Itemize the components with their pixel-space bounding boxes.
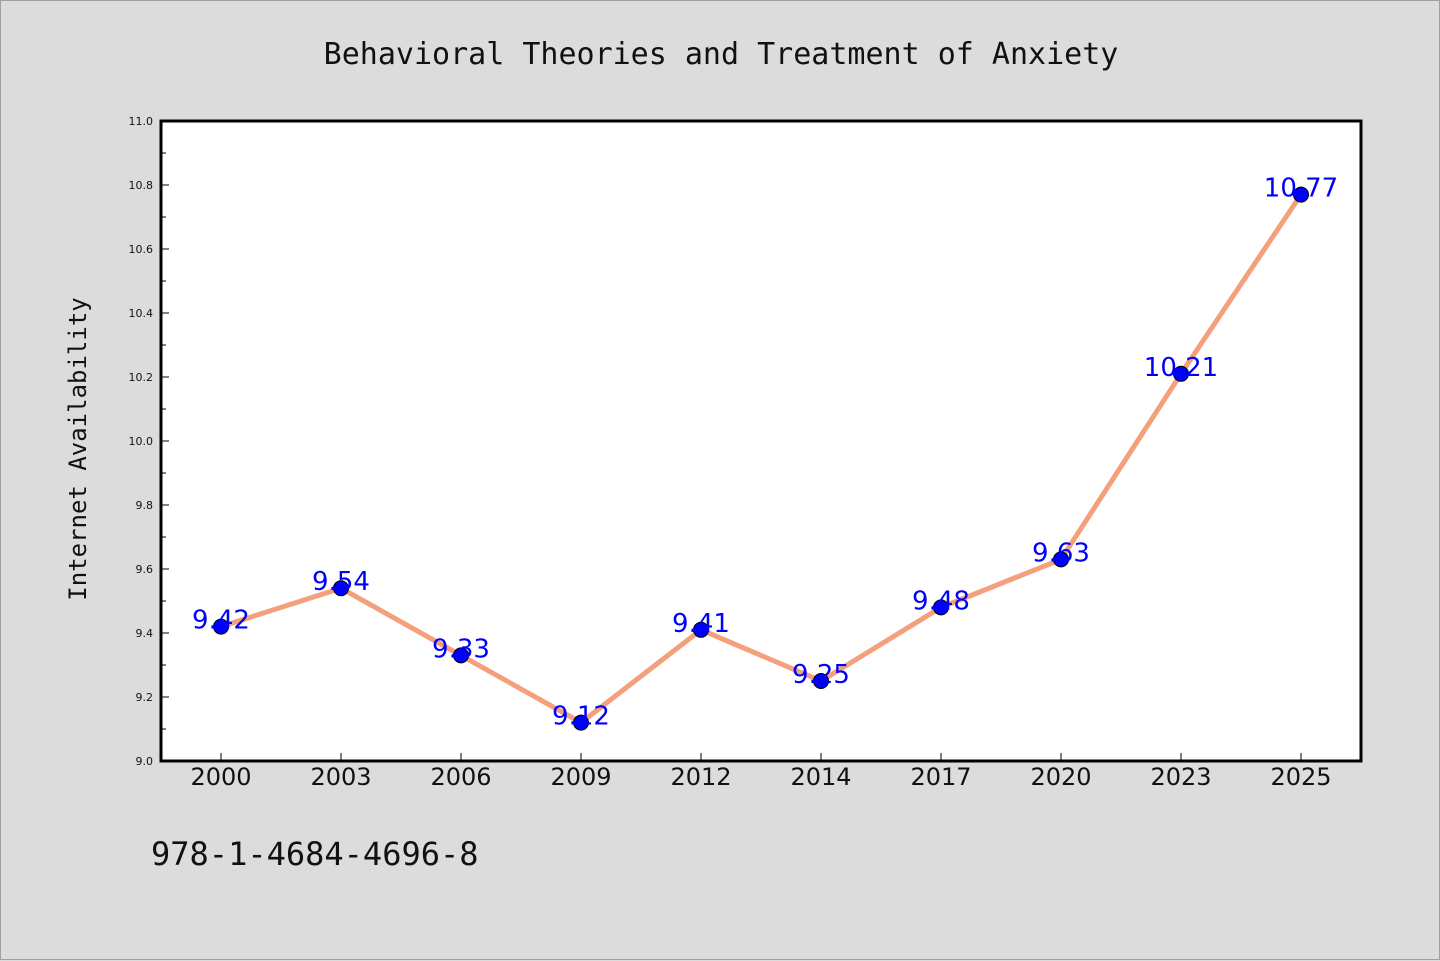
y-tick-label: 9.0 — [136, 755, 154, 768]
data-label: 10.77 — [1264, 174, 1338, 204]
data-label: 9.48 — [912, 586, 970, 616]
data-point — [693, 621, 709, 638]
series-line — [218, 192, 1304, 726]
isbn-text: 978-1-4684-4696-8 — [151, 835, 479, 873]
x-axis: 2000 2003 2006 2009 2012 2014 2017 2020 2023 2025 — [190, 753, 1332, 791]
x-tick-label: 2003 — [310, 763, 371, 791]
data-point — [333, 580, 349, 597]
y-tick-label: 9.4 — [136, 627, 154, 640]
data-point — [1173, 365, 1189, 382]
data-label: 9.12 — [552, 702, 610, 732]
data-label: 9.41 — [672, 609, 730, 639]
data-point — [813, 673, 829, 689]
series-line-group — [218, 192, 1304, 726]
x-tick-label: 2009 — [550, 763, 611, 791]
y-tick-label: 9.6 — [136, 563, 154, 576]
y-axis: 9.0 9.2 9.4 9.6 9.8 10.0 10.2 10.4 10.6 10.8 11.0 — [129, 115, 169, 768]
data-label: 9.25 — [792, 660, 850, 690]
data-point — [573, 714, 589, 731]
x-tick-label: 2012 — [670, 763, 731, 791]
y-tick-label: 10.0 — [129, 435, 154, 448]
data-point — [1293, 186, 1309, 203]
x-tick-label: 2014 — [790, 763, 851, 791]
data-label: 9.42 — [192, 606, 250, 636]
data-point — [933, 599, 949, 616]
data-point — [453, 647, 469, 664]
y-tick-label: 9.2 — [136, 691, 154, 704]
x-tick-label: 2023 — [1150, 763, 1211, 791]
data-label: 9.63 — [1032, 538, 1090, 568]
y-tick-label: 10.6 — [129, 243, 154, 256]
data-label: 10.21 — [1144, 353, 1218, 383]
x-tick-label: 2000 — [190, 763, 251, 791]
x-tick-label: 2020 — [1030, 763, 1091, 791]
data-point — [1053, 551, 1069, 568]
y-tick-label: 10.8 — [129, 179, 154, 192]
chart-title: Behavioral Theories and Treatment of Anx… — [324, 37, 1119, 72]
data-label: 9.54 — [312, 567, 370, 597]
x-tick-label: 2017 — [910, 763, 971, 791]
y-tick-label: 9.8 — [136, 499, 154, 512]
marker-group — [213, 186, 1309, 731]
y-axis-label: Internet Availability — [64, 297, 92, 600]
y-tick-label: 10.4 — [129, 307, 154, 320]
x-tick-label: 2025 — [1270, 763, 1331, 791]
data-point — [213, 618, 229, 635]
data-label-group: 9.42 9.54 9.33 9.12 9.41 9.25 9.48 9.63 10.21 10.… — [192, 174, 1338, 732]
y-tick-label: 11.0 — [129, 115, 154, 128]
plot-area — [159, 119, 1363, 763]
x-tick-label: 2006 — [430, 763, 491, 791]
data-label: 9.33 — [432, 634, 490, 664]
y-tick-label: 10.2 — [129, 371, 154, 384]
